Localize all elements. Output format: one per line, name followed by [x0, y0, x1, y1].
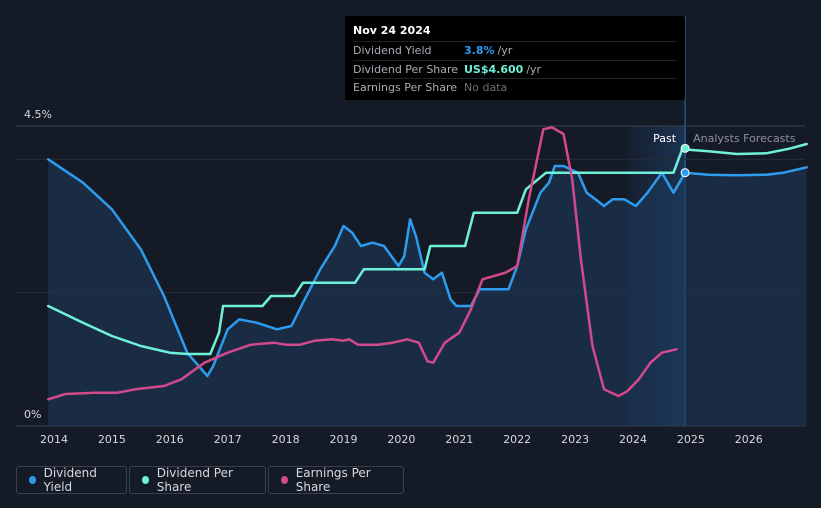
series-area-dividend-yield: [48, 159, 807, 427]
series-line-dividend-yield: [46, 158, 808, 378]
tooltip-value: No data: [464, 81, 508, 95]
x-tick-label: 2014: [40, 433, 68, 446]
forecast-label: Analysts Forecasts: [693, 132, 796, 145]
tooltip-unit: /yr: [497, 44, 513, 58]
legend-dot-icon: [281, 476, 288, 484]
tooltip-label: Dividend Yield: [353, 44, 432, 58]
x-tick-label: 2021: [445, 433, 473, 446]
tooltip-row-dividend-per-share: Dividend Per Share US$4.600 /yr: [353, 59, 677, 79]
x-tick-label: 2026: [735, 433, 763, 446]
legend-dot-icon: [29, 476, 36, 484]
x-tick-label: 2017: [214, 433, 242, 446]
x-tick-label: 2025: [677, 433, 705, 446]
series-line-dividend-per-share: [46, 142, 808, 356]
legend-dot-icon: [142, 476, 149, 484]
x-tick-label: 2022: [503, 433, 531, 446]
x-tick-label: 2018: [272, 433, 300, 446]
tooltip-value: 3.8%: [464, 44, 495, 58]
x-tick-label: 2020: [387, 433, 415, 446]
marker-dividend-per-share: [680, 143, 690, 153]
legend-label: Earnings Per Share: [295, 466, 371, 494]
past-label: Past: [653, 132, 677, 145]
tooltip-date: Nov 24 2024: [353, 24, 431, 37]
y-tick-label: 4.5%: [24, 108, 52, 121]
legend-dividend-yield[interactable]: Dividend Yield: [16, 466, 127, 494]
tooltip: Nov 24 2024 Dividend Yield 3.8% /yr Divi…: [345, 16, 685, 100]
tooltip-row-earnings-per-share: Earnings Per Share No data: [353, 78, 677, 97]
tooltip-value: US$4.600: [464, 62, 524, 76]
x-tick-label: 2016: [156, 433, 184, 446]
legend-label: Dividend Per Share: [156, 466, 233, 494]
x-tick-label: 2019: [330, 433, 358, 446]
x-tick-label: 2024: [619, 433, 647, 446]
legend-label: Dividend Yield: [43, 466, 97, 494]
marker-dividend-yield: [680, 168, 690, 178]
legend-earnings-per-share[interactable]: Earnings Per Share: [268, 466, 404, 494]
tooltip-row-dividend-yield: Dividend Yield 3.8% /yr: [353, 41, 677, 60]
tooltip-label: Earnings Per Share: [353, 81, 458, 95]
series-line-earnings-per-share: [46, 126, 678, 401]
tooltip-label: Dividend Per Share: [353, 62, 459, 76]
x-tick-label: 2023: [561, 433, 589, 446]
legend-dividend-per-share[interactable]: Dividend Per Share: [129, 466, 266, 494]
y-tick-label: 0%: [24, 408, 41, 421]
tooltip-unit: /yr: [526, 62, 542, 76]
x-tick-label: 2015: [98, 433, 126, 446]
